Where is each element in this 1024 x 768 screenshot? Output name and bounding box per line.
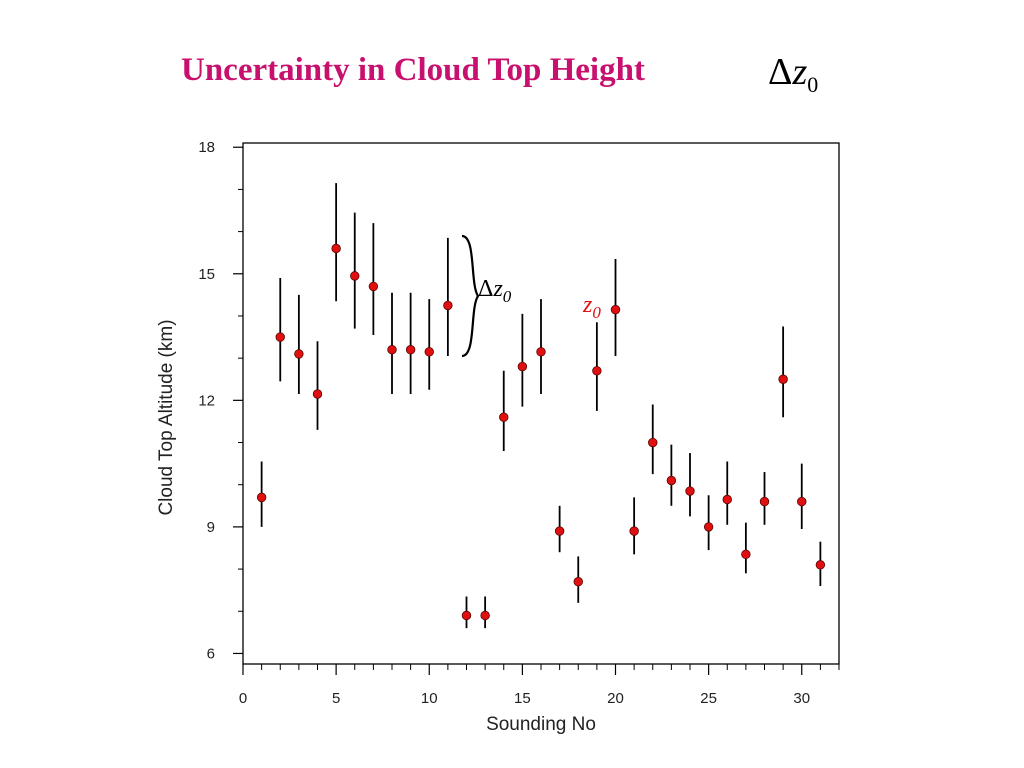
- title-symbol-var: z: [792, 51, 808, 93]
- brace-label-delta: Δ: [478, 276, 493, 302]
- y-tick-label: 6: [207, 645, 215, 662]
- data-point: [256, 492, 267, 503]
- data-point: [499, 412, 509, 422]
- data-point: [741, 549, 751, 560]
- data-point: [294, 349, 304, 359]
- data-point: [350, 271, 360, 281]
- data-point: [629, 526, 639, 536]
- data-point: [461, 610, 472, 621]
- data-point: [797, 496, 807, 507]
- annotations: Δz0 z0: [461, 234, 601, 358]
- data-point: [610, 304, 621, 315]
- y-tick-label: 12: [198, 392, 215, 409]
- data-point: [275, 332, 285, 342]
- data-point: [480, 610, 490, 621]
- data-point: [815, 560, 826, 570]
- x-axis-label: Sounding No: [486, 714, 596, 735]
- x-tick-label: 0: [239, 690, 247, 707]
- x-tick-label: 30: [793, 690, 810, 707]
- data-point: [722, 494, 732, 505]
- data-point: [666, 475, 677, 486]
- point-label-z0: z0: [582, 292, 601, 322]
- title-delta-z0-symbol: Δz0: [768, 50, 819, 97]
- x-tick-label: 10: [421, 690, 438, 707]
- axis-ticks: 6 9 12 15 18 0 5 10 15 20 25 30: [198, 139, 840, 707]
- data-point: [703, 522, 714, 532]
- data-point: [536, 347, 546, 357]
- data-point: [405, 345, 416, 355]
- plot-border: [242, 142, 840, 665]
- data-point: [573, 577, 583, 587]
- data-points: [256, 243, 826, 621]
- data-point: [592, 366, 602, 376]
- y-tick-label: 9: [207, 519, 215, 536]
- error-bars: [260, 183, 822, 629]
- data-point: [685, 486, 695, 496]
- data-point: [312, 389, 323, 399]
- x-tick-label: 20: [607, 690, 624, 707]
- x-tick-label: 15: [514, 690, 531, 707]
- data-point: [368, 281, 379, 292]
- brace-label-sub: 0: [503, 287, 512, 306]
- data-point: [648, 437, 658, 448]
- x-tick-label: 5: [332, 690, 340, 707]
- brace-label-var: z: [492, 276, 503, 302]
- data-point: [443, 300, 453, 311]
- x-tick-label: 25: [700, 690, 717, 707]
- point-label-sub: 0: [592, 303, 601, 322]
- data-point: [778, 374, 788, 384]
- curly-brace: [461, 234, 480, 358]
- plot-frame: [242, 142, 840, 665]
- brace-label-delta-z0: Δz0: [478, 276, 512, 306]
- y-tick-label: 18: [198, 139, 215, 156]
- data-point: [517, 361, 528, 372]
- axis-labels: Sounding No Cloud Top Altitude (km): [156, 319, 596, 735]
- data-point: [554, 526, 565, 536]
- title-symbol-sub: 0: [807, 72, 819, 97]
- y-tick-label: 15: [198, 266, 215, 283]
- data-point: [759, 496, 770, 507]
- data-point: [387, 345, 397, 355]
- y-axis-label: Cloud Top Altitude (km): [156, 319, 177, 515]
- data-point: [331, 243, 341, 254]
- point-label-var: z: [582, 292, 593, 318]
- slide-title: Uncertainty in Cloud Top Height: [181, 52, 645, 88]
- title-symbol-delta: Δ: [768, 51, 793, 93]
- data-point: [424, 347, 434, 357]
